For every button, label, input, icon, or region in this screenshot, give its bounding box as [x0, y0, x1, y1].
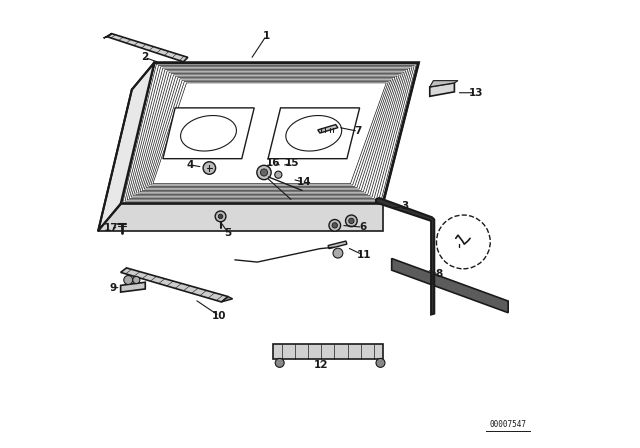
Polygon shape	[317, 125, 338, 133]
Text: 10: 10	[212, 311, 227, 321]
Polygon shape	[98, 63, 154, 231]
Circle shape	[124, 276, 132, 284]
Text: 7: 7	[355, 126, 362, 136]
Polygon shape	[273, 344, 383, 359]
Circle shape	[203, 162, 216, 174]
Circle shape	[376, 358, 385, 367]
Text: 9: 9	[109, 283, 116, 293]
Text: 2: 2	[141, 52, 148, 62]
Polygon shape	[328, 241, 347, 249]
Circle shape	[132, 276, 140, 284]
Circle shape	[215, 211, 226, 222]
Text: 1: 1	[262, 31, 270, 41]
Polygon shape	[98, 204, 383, 231]
Polygon shape	[104, 34, 111, 38]
Text: 17: 17	[104, 224, 118, 233]
Text: 15: 15	[285, 158, 299, 168]
Text: 14: 14	[297, 177, 312, 187]
Polygon shape	[107, 34, 188, 62]
Polygon shape	[163, 108, 254, 159]
Text: 3: 3	[401, 201, 409, 211]
Circle shape	[346, 215, 357, 227]
Text: 6: 6	[359, 222, 366, 232]
Text: 5: 5	[225, 228, 232, 238]
Circle shape	[329, 220, 340, 231]
Text: 4: 4	[186, 160, 194, 170]
Circle shape	[257, 165, 271, 180]
Polygon shape	[430, 83, 454, 96]
Text: 8: 8	[435, 269, 442, 279]
Text: 11: 11	[356, 250, 371, 260]
Polygon shape	[120, 268, 228, 302]
Text: 13: 13	[468, 88, 483, 98]
Circle shape	[260, 169, 268, 176]
Text: 12: 12	[314, 360, 328, 370]
Circle shape	[275, 171, 282, 178]
Circle shape	[332, 223, 337, 228]
Polygon shape	[221, 297, 232, 302]
Polygon shape	[268, 108, 360, 159]
Polygon shape	[120, 282, 145, 292]
Circle shape	[333, 248, 343, 258]
Circle shape	[275, 358, 284, 367]
Polygon shape	[376, 198, 435, 314]
Text: 00007547: 00007547	[489, 420, 526, 429]
Circle shape	[218, 214, 223, 219]
Polygon shape	[430, 81, 458, 87]
Circle shape	[349, 218, 354, 224]
Polygon shape	[392, 258, 508, 313]
Text: 16: 16	[266, 158, 281, 168]
